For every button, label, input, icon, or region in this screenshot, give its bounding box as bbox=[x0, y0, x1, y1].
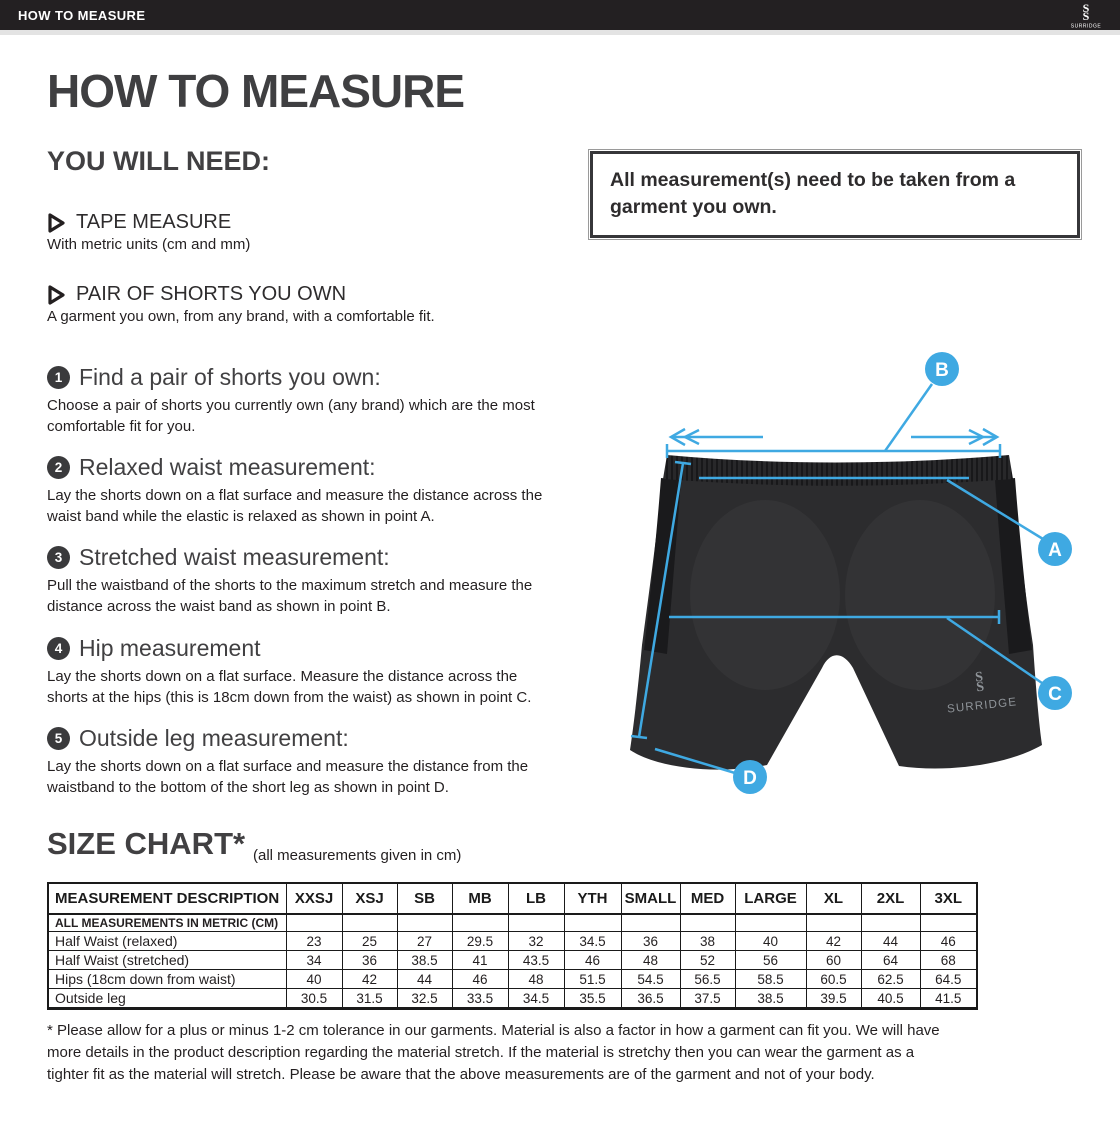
row-label: Outside leg bbox=[47, 988, 287, 1009]
step-number-badge: 4 bbox=[47, 637, 70, 660]
column-header: MB bbox=[451, 882, 509, 915]
size-chart-heading: SIZE CHART* bbox=[47, 826, 246, 861]
table-row-outside-leg: Outside leg 30.5 31.5 32.5 33.5 34.5 35.… bbox=[47, 988, 978, 1009]
row-label: Half Waist (relaxed) bbox=[47, 931, 287, 951]
step-4: 4 Hip measurement Lay the shorts down on… bbox=[47, 635, 572, 708]
step-number-badge: 5 bbox=[47, 727, 70, 750]
surridge-logo-text: SURRIDGE bbox=[1071, 24, 1102, 30]
metric-note-row: ALL MEASUREMENTS IN METRIC (CM) bbox=[47, 913, 978, 932]
measurement-lines bbox=[630, 383, 1044, 775]
need-item-shorts: PAIR OF SHORTS YOU OWN bbox=[47, 283, 346, 306]
size-chart-header-row: MEASUREMENT DESCRIPTION XXSJ XSJ SB MB L… bbox=[47, 882, 978, 915]
step-body: Lay the shorts down on a flat surface an… bbox=[47, 487, 543, 525]
step-body: Lay the shorts down on a flat surface an… bbox=[47, 758, 529, 796]
marker-B: B bbox=[935, 360, 949, 381]
row-label: Half Waist (stretched) bbox=[47, 950, 287, 970]
step-title: Relaxed waist measurement: bbox=[79, 454, 376, 480]
shorts-measurement-diagram: S S SURRIDGE bbox=[615, 345, 1097, 815]
metric-note: ALL MEASUREMENTS IN METRIC (CM) bbox=[47, 913, 287, 932]
table-row-half-waist-stretched: Half Waist (stretched) 34 36 38.5 41 43.… bbox=[47, 950, 978, 970]
marker-C: C bbox=[1048, 684, 1062, 705]
step-title: Hip measurement bbox=[79, 635, 261, 661]
topbar-divider bbox=[0, 30, 1120, 35]
column-header: XL bbox=[805, 882, 862, 915]
need-item-note: With metric units (cm and mm) bbox=[47, 236, 251, 253]
column-header: LARGE bbox=[734, 882, 807, 915]
step-1: 1 Find a pair of shorts you own: Choose … bbox=[47, 364, 572, 437]
column-header: 2XL bbox=[860, 882, 921, 915]
need-item-label: TAPE MEASURE bbox=[76, 211, 232, 233]
you-will-need-heading: YOU WILL NEED: bbox=[47, 146, 271, 176]
topbar: HOW TO MEASURE S S SURRIDGE bbox=[0, 0, 1120, 30]
step-body: Pull the waistband of the shorts to the … bbox=[47, 577, 533, 615]
step-2: 2 Relaxed waist measurement: Lay the sho… bbox=[47, 454, 572, 527]
triangle-bullet-icon bbox=[48, 284, 65, 305]
topbar-title: HOW TO MEASURE bbox=[18, 7, 146, 23]
marker-A: A bbox=[1048, 540, 1062, 561]
need-item-note: A garment you own, from any brand, with … bbox=[47, 308, 435, 325]
triangle-bullet-icon bbox=[48, 212, 65, 233]
callout-text: All measurement(s) need to be taken from… bbox=[610, 169, 1016, 219]
step-body: Choose a pair of shorts you currently ow… bbox=[47, 397, 535, 435]
step-title: Find a pair of shorts you own: bbox=[79, 364, 381, 390]
size-chart-table: MEASUREMENT DESCRIPTION XXSJ XSJ SB MB L… bbox=[47, 882, 978, 1010]
shorts-illustration: S S SURRIDGE bbox=[630, 455, 1042, 770]
step-number-badge: 1 bbox=[47, 366, 70, 389]
footnote: * Please allow for a plus or minus 1-2 c… bbox=[47, 1022, 940, 1083]
svg-text:S: S bbox=[1083, 9, 1090, 23]
surridge-logo-glyph: S S SURRIDGE bbox=[1071, 1, 1102, 30]
column-header: MED bbox=[679, 882, 736, 915]
step-body: Lay the shorts down on a flat surface. M… bbox=[47, 668, 532, 706]
column-header: XSJ bbox=[341, 882, 398, 915]
step-number-badge: 3 bbox=[47, 546, 70, 569]
column-header: 3XL bbox=[919, 882, 978, 915]
step-5: 5 Outside leg measurement: Lay the short… bbox=[47, 725, 572, 798]
column-header: LB bbox=[507, 882, 565, 915]
table-row-hips: Hips (18cm down from waist) 40 42 44 46 … bbox=[47, 969, 978, 989]
column-header: XXSJ bbox=[285, 882, 343, 915]
marker-D: D bbox=[743, 768, 757, 789]
svg-text:S: S bbox=[976, 680, 986, 696]
need-item-tape-measure: TAPE MEASURE bbox=[47, 211, 231, 234]
svg-text:S: S bbox=[1083, 1, 1090, 15]
size-chart-subheading: (all measurements given in cm) bbox=[253, 847, 462, 864]
callout-box: All measurement(s) need to be taken from… bbox=[588, 149, 1082, 240]
column-header: SB bbox=[396, 882, 453, 915]
column-header: YTH bbox=[563, 882, 622, 915]
step-title: Stretched waist measurement: bbox=[79, 544, 390, 570]
step-title: Outside leg measurement: bbox=[79, 725, 349, 751]
row-label: Hips (18cm down from waist) bbox=[47, 969, 287, 989]
table-row-half-waist-relaxed: Half Waist (relaxed) 23 25 27 29.5 32 34… bbox=[47, 931, 978, 951]
column-header: MEASUREMENT DESCRIPTION bbox=[47, 882, 287, 915]
column-header: SMALL bbox=[620, 882, 681, 915]
need-item-label: PAIR OF SHORTS YOU OWN bbox=[76, 283, 347, 305]
callout-markers: B A C D bbox=[733, 352, 1072, 794]
svg-text:S: S bbox=[975, 670, 985, 686]
step-number-badge: 2 bbox=[47, 456, 70, 479]
surridge-logo-icon: S S SURRIDGE bbox=[1064, 1, 1108, 30]
page-title: HOW TO MEASURE bbox=[47, 65, 465, 117]
step-3: 3 Stretched waist measurement: Pull the … bbox=[47, 544, 572, 617]
